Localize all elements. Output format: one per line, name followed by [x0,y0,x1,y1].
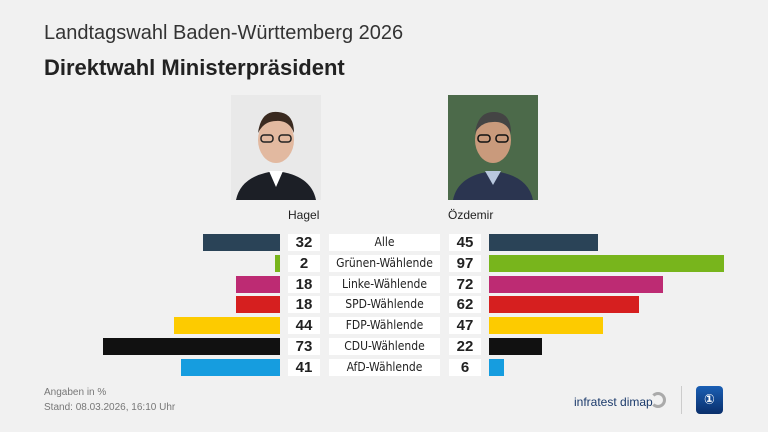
value-hagel: 32 [288,234,320,251]
ard-logo-icon: ① [696,386,723,414]
value-hagel: 2 [288,254,320,272]
bar-hagel [202,234,280,251]
supertitle: Landtagswahl Baden-Württemberg 2026 [44,22,404,44]
bar-oezdemir [489,254,724,272]
category-label: SPD-Wählende [329,296,440,314]
category-label: CDU-Wählende [329,338,440,355]
bar-hagel [275,254,280,272]
value-hagel: 18 [288,275,320,293]
oezdemir-photo [448,95,538,200]
value-oezdemir: 62 [449,296,481,314]
bar-hagel [236,275,280,293]
value-hagel: 44 [288,317,320,335]
chart-title: Direktwahl Ministerpräsident [44,55,345,80]
bar-oezdemir [489,338,543,355]
value-hagel: 73 [288,338,320,355]
value-oezdemir: 22 [449,338,481,355]
unit-note: Angaben in % [44,387,107,398]
value-oezdemir: 6 [449,358,481,376]
bar-oezdemir [489,317,603,335]
infratest-logo-icon [650,392,666,408]
category-label: AfD-Wählende [329,358,440,376]
value-hagel: 18 [288,296,320,314]
bar-hagel [103,338,280,355]
series-label-oezdemir: Özdemir [448,208,494,222]
value-oezdemir: 72 [449,275,481,293]
bar-oezdemir [489,234,598,251]
bar-oezdemir [489,358,504,376]
value-hagel: 41 [288,358,320,376]
value-oezdemir: 47 [449,317,481,335]
bar-oezdemir [489,296,640,314]
category-label: Grünen-Wählende [329,254,440,272]
bar-hagel [173,317,280,335]
bar-oezdemir [489,275,664,293]
series-label-hagel: Hagel [288,208,320,222]
value-oezdemir: 97 [449,254,481,272]
bar-hagel [180,358,280,376]
infratest-logo-text: infratest dimap [574,395,653,409]
hagel-photo [231,95,321,200]
category-label: Linke-Wählende [329,275,440,293]
value-oezdemir: 45 [449,234,481,251]
timestamp: Stand: 08.03.2026, 16:10 Uhr [44,402,176,413]
category-label: FDP-Wählende [329,317,440,335]
divider [681,386,682,414]
category-label: Alle [329,234,440,251]
bar-hagel [236,296,280,314]
